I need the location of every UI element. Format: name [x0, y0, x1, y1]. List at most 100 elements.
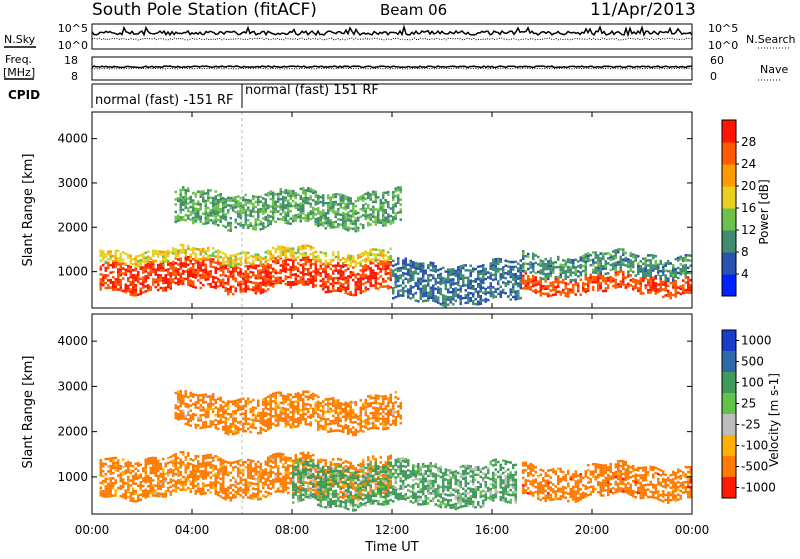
power-echo-cell [557, 283, 560, 286]
power-echo-cell [317, 271, 320, 274]
velocity-echo-cell [112, 459, 115, 462]
power-echo-cell [315, 223, 318, 226]
power-echo-cell [575, 259, 578, 262]
velocity-echo-cell [230, 487, 233, 490]
power-echo-cell [530, 281, 533, 284]
power-echo-cell [195, 255, 198, 258]
power-echo-cell [397, 292, 400, 295]
velocity-echo-cell [312, 463, 315, 466]
velocity-echo-cell [320, 490, 323, 493]
power-echo-cell [252, 208, 255, 211]
power-echo-cell [320, 196, 323, 199]
velocity-echo-cell [262, 477, 265, 480]
power-echo-cell [262, 263, 265, 266]
power-echo-cell [397, 186, 400, 189]
velocity-echo-cell [225, 496, 228, 499]
power-echo-cell [307, 278, 310, 281]
power-echo-cell [652, 269, 655, 272]
velocity-echo-cell [297, 500, 300, 503]
power-echo-cell [107, 279, 110, 282]
power-echo-cell [237, 215, 240, 218]
power-echo-cell [342, 273, 345, 276]
power-echo-cell [357, 227, 360, 230]
power-echo-cell [377, 277, 380, 280]
power-echo-cell [547, 265, 550, 268]
power-echo-cell [615, 264, 618, 267]
power-echo-cell [532, 265, 535, 268]
power-echo-cell [230, 291, 233, 294]
power-echo-cell [337, 269, 340, 272]
power-echo-cell [182, 272, 185, 275]
velocity-echo-cell [340, 481, 343, 484]
velocity-echo-cell [127, 496, 130, 499]
velocity-echo-cell [120, 465, 123, 468]
power-echo-cell [492, 291, 495, 294]
velocity-echo-cell [372, 475, 375, 478]
power-echo-cell [660, 290, 663, 293]
power-echo-cell [480, 303, 483, 306]
power-echo-cell [542, 287, 545, 290]
power-echo-cell [385, 202, 388, 205]
power-echo-cell [562, 259, 565, 262]
power-echo-cell [212, 281, 215, 284]
power-echo-cell [555, 261, 558, 264]
power-echo-cell [307, 271, 310, 274]
power-echo-cell [340, 224, 343, 227]
power-echo-cell [327, 212, 330, 215]
power-echo-cell [155, 278, 158, 281]
power-echo-cell [357, 262, 360, 265]
power-echo-cell [272, 283, 275, 286]
power-echo-cell [250, 210, 253, 213]
power-echo-cell [212, 258, 215, 261]
power-echo-cell [677, 286, 680, 289]
power-echo-cell [222, 266, 225, 269]
power-echo-cell [475, 268, 478, 271]
power-echo-cell [340, 275, 343, 278]
velocity-echo-cell [175, 468, 178, 471]
power-echo-cell [385, 224, 388, 227]
power-echo-cell [527, 255, 530, 257]
velocity-echo-cell [325, 496, 328, 499]
power-echo-cell [215, 195, 218, 198]
power-echo-cell [217, 219, 220, 222]
power-echo-cell [665, 270, 668, 273]
power-echo-cell [260, 287, 263, 290]
velocity-echo-cell [245, 479, 248, 482]
power-echo-cell [382, 194, 385, 197]
power-echo-cell [342, 194, 345, 197]
power-echo-cell [467, 297, 470, 300]
velocity-echo-cell [280, 455, 283, 458]
power-echo-cell [435, 265, 438, 268]
power-echo-cell [280, 203, 283, 206]
velocity-echo-cell [122, 486, 125, 489]
power-echo-cell [447, 268, 450, 271]
velocity-echo-cell [322, 483, 325, 486]
power-echo-cell [455, 282, 458, 285]
power-echo-cell [162, 279, 165, 282]
power-echo-cell [185, 263, 188, 266]
power-echo-cell [160, 277, 163, 280]
power-echo-cell [387, 216, 390, 219]
power-echo-cell [372, 193, 375, 196]
velocity-echo-cell [110, 470, 113, 473]
velocity-echo-cell [187, 452, 190, 455]
power-echo-cell [282, 251, 285, 254]
power-echo-cell [535, 291, 538, 294]
power-echo-cell [382, 285, 385, 288]
velocity-echo-cell [327, 491, 330, 494]
power-echo-cell [322, 280, 325, 283]
power-echo-cell [607, 279, 610, 282]
power-echo-cell [355, 227, 358, 230]
velocity-echo-cell [200, 493, 203, 496]
power-echo-cell [247, 265, 250, 268]
power-echo-cell [297, 216, 300, 219]
power-echo-cell [170, 280, 173, 283]
power-echo-cell [285, 268, 288, 271]
velocity-echo-cell [117, 469, 120, 472]
power-echo-cell [190, 213, 193, 216]
velocity-echo-cell [292, 494, 295, 497]
velocity-echo-cell [112, 482, 115, 485]
velocity-echo-cell [282, 463, 285, 466]
power-echo-cell [470, 282, 473, 285]
power-echo-cell [502, 276, 505, 279]
